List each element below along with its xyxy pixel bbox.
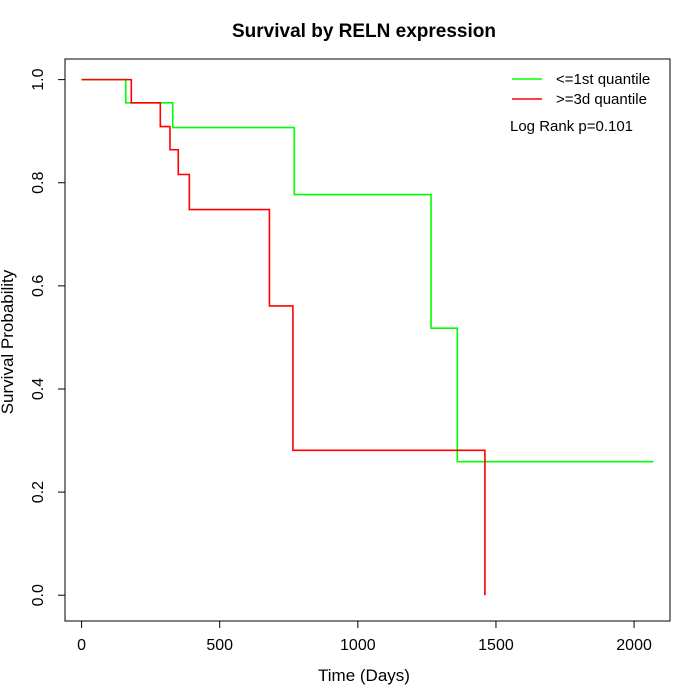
x-axis: 0 500 1000 1500 2000: [77, 620, 652, 654]
x-tick-label: 0: [77, 637, 86, 654]
y-axis: 0.0 0.2 0.4 0.6 0.8 1.0: [30, 68, 66, 606]
legend: <=1st quantile >=3d quantile: [512, 71, 650, 108]
y-tick-label: 0.8: [30, 172, 47, 194]
survival-curve-1: [81, 78, 654, 463]
series-layer: [81, 78, 654, 596]
y-tick-label: 0.0: [30, 584, 47, 606]
x-tick-label: 1500: [478, 637, 514, 654]
y-tick-label: 0.6: [30, 275, 47, 297]
legend-label-2: >=3d quantile: [556, 91, 647, 108]
x-tick-label: 2000: [616, 637, 652, 654]
y-axis-label: Survival Probability: [0, 269, 17, 414]
legend-label-1: <=1st quantile: [556, 71, 650, 88]
y-tick-label: 0.4: [30, 378, 47, 400]
plot-frame: [64, 58, 671, 622]
y-tick-label: 1.0: [30, 68, 47, 90]
x-tick-label: 1000: [340, 637, 376, 654]
x-axis-label: Time (Days): [318, 666, 410, 685]
chart-title: Survival by RELN expression: [232, 21, 496, 42]
log-rank-annotation: Log Rank p=0.101: [510, 118, 633, 135]
y-tick-label: 0.2: [30, 481, 47, 503]
survival-curve-2: [81, 78, 486, 596]
x-tick-label: 500: [206, 637, 233, 654]
